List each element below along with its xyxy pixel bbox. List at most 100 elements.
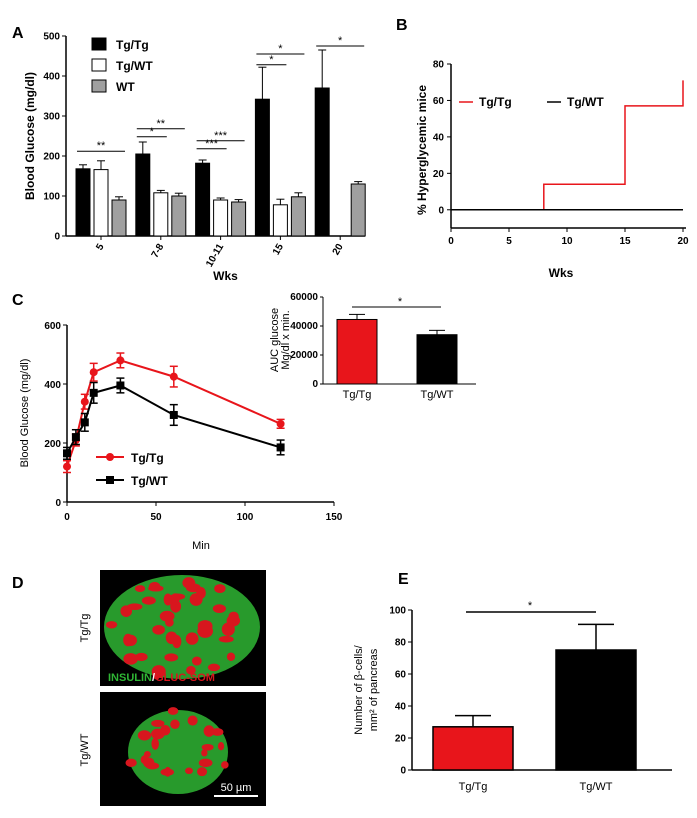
- y-tick-label: 40: [395, 702, 407, 713]
- significance-label: **: [97, 140, 106, 152]
- significance-label: *: [528, 600, 533, 612]
- bar-wt: [231, 201, 247, 237]
- y-tick-label: 80: [395, 638, 407, 649]
- glucagon-cell: [170, 719, 180, 730]
- glucagon-cell: [187, 715, 198, 726]
- glucagon-cell: [197, 624, 214, 638]
- y-tick-label: 100: [389, 606, 406, 617]
- x-axis-title: Wks: [213, 269, 238, 283]
- glucagon-cell: [207, 663, 221, 672]
- y-tick-label: 200: [44, 439, 61, 450]
- glucagon-cell: [149, 581, 161, 592]
- legend-label: Tg/Tg: [479, 95, 512, 109]
- glucagon-cell: [211, 728, 224, 736]
- stain-gluc-som: GLUC-SOM: [155, 672, 215, 684]
- panel-label-e: E: [398, 571, 409, 588]
- bar-tg-wt: [93, 169, 109, 237]
- x-tick-label: 20: [331, 242, 346, 258]
- y-tick-label: 60: [433, 96, 445, 107]
- bar-tg-tg: [254, 98, 270, 237]
- glucagon-cell: [152, 625, 165, 635]
- glucagon-cell: [185, 632, 199, 645]
- row-label-tgtg: Tg/Tg: [79, 614, 91, 643]
- glucagon-cell: [125, 758, 137, 768]
- significance-label: *: [269, 54, 274, 66]
- bar-tg-tg: [195, 162, 211, 237]
- islet-tgtg: [104, 575, 260, 680]
- glucagon-cell: [221, 622, 235, 636]
- x-tick-label: Tg/Tg: [343, 389, 372, 401]
- y-tick-label: 0: [400, 766, 406, 777]
- bar: [555, 649, 637, 771]
- panel-label-c: C: [12, 292, 24, 309]
- y-tick-label: 40: [433, 132, 445, 143]
- stain-legend: INSULIN/GLUC-SOM: [108, 672, 215, 684]
- legend-swatch-marker: [106, 453, 114, 461]
- y-axis-title-line2: Mg/dl x min.: [280, 310, 292, 369]
- y-tick-label: 20: [433, 169, 445, 180]
- bar-wt: [350, 183, 366, 237]
- glucagon-cell: [226, 652, 236, 662]
- y-tick-label: 60000: [290, 292, 318, 303]
- y-axis-title: Blood Glucose (mg/dl): [19, 359, 31, 468]
- y-axis-title-line1: Number of β-cells/: [353, 644, 365, 734]
- glucagon-cell: [105, 621, 118, 629]
- bar-tg-tg: [314, 87, 330, 237]
- y-tick-label: 200: [43, 152, 60, 163]
- glucagon-cell: [214, 584, 226, 593]
- x-tick-label: 20: [677, 236, 689, 247]
- data-point: [169, 410, 178, 419]
- legend-swatch: [91, 58, 107, 72]
- glucagon-cell: [141, 596, 156, 605]
- glucagon-cell: [201, 743, 214, 751]
- significance-label: ***: [214, 130, 228, 142]
- y-tick-label: 0: [312, 379, 318, 390]
- x-axis-title: Min: [192, 540, 210, 552]
- bar-tg-tg: [75, 168, 91, 237]
- bar: [416, 334, 458, 385]
- y-tick-label: 100: [43, 192, 60, 203]
- glucagon-cell: [152, 667, 161, 680]
- glucagon-cell: [186, 665, 196, 675]
- bar-tg-wt: [272, 204, 288, 237]
- x-tick-label: Tg/WT: [580, 781, 613, 793]
- panel-c-line-chart: 0 200 400 600 0 50 100 150 Blood Glucose (mg/dl)…: [19, 321, 343, 552]
- significance-label: *: [278, 43, 283, 55]
- data-point: [80, 418, 89, 427]
- glucagon-cell: [127, 603, 143, 611]
- panel-label-a: A: [12, 25, 24, 42]
- significance-label: **: [157, 118, 166, 130]
- glucagon-cell: [217, 742, 225, 751]
- y-tick-label: 600: [44, 321, 61, 332]
- x-tick-label: 7-8: [150, 242, 167, 260]
- glucagon-cell: [212, 604, 226, 613]
- glucagon-cell: [201, 749, 208, 757]
- glucagon-cell: [170, 593, 180, 604]
- glucagon-cell: [123, 653, 138, 665]
- y-tick-label: 80: [433, 60, 445, 71]
- x-axis-title: Wks: [549, 266, 574, 280]
- panel-b-step-chart: 0 20 40 60 80 0 5 10 15 20 % Hyperglycemic mice Wks…: [415, 60, 689, 281]
- x-tick-label: 50: [150, 512, 162, 523]
- glucagon-cell: [159, 610, 175, 622]
- glucagon-cell: [203, 725, 215, 737]
- data-point: [116, 381, 125, 390]
- x-tick-label: 100: [237, 512, 254, 523]
- glucagon-cell: [221, 761, 229, 769]
- y-tick-label: 60: [395, 670, 407, 681]
- glucagon-cell: [134, 585, 146, 592]
- data-point: [276, 443, 285, 452]
- bar-tg-tg: [135, 153, 151, 237]
- data-point: [63, 462, 71, 471]
- bar: [336, 318, 378, 385]
- scale-bar-label: 50 µm: [221, 782, 252, 794]
- row-label-tgwt: Tg/WT: [79, 733, 91, 766]
- bar-wt: [290, 196, 306, 237]
- data-point: [276, 419, 285, 428]
- panel-a-bar-chart: 0 100 200 300 400 500 Blood Glucose (mg/dl) Wks…: [23, 32, 366, 283]
- glucagon-cell: [151, 719, 165, 728]
- data-point: [89, 388, 98, 397]
- y-axis-title-line1: AUC glucose: [269, 308, 281, 372]
- glucagon-cell: [135, 652, 148, 662]
- y-axis-title: % Hyperglycemic mice: [415, 85, 429, 215]
